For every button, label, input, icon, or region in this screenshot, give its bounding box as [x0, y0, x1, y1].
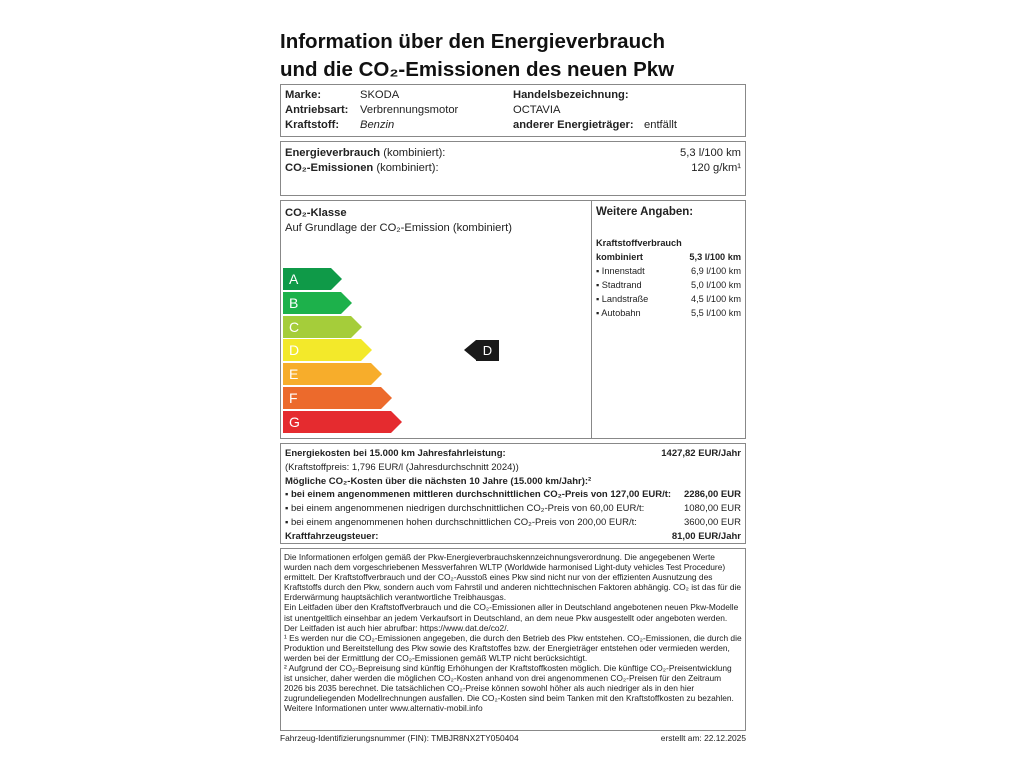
consumption-row-label: ▪ Innenstadt: [596, 265, 645, 276]
note-paragraph-1: Die Informationen erfolgen gemäß der Pkw…: [284, 552, 741, 603]
other-energy-label: anderer Energieträger:: [513, 119, 634, 131]
energy-cost-label: Energiekosten bei 15.000 km Jahresfahrle…: [285, 448, 506, 459]
tax-label: Kraftfahrzeugsteuer:: [285, 530, 379, 542]
costs-box: Energiekosten bei 15.000 km Jahresfahrle…: [280, 443, 746, 544]
consumption-box: Energieverbrauch (kombiniert): 5,3 l/100 …: [280, 141, 746, 196]
energy-value: 5,3 l/100 km: [680, 147, 741, 159]
fuel-value: Benzin: [360, 119, 395, 131]
vin: Fahrzeug-Identifizierungsnummer (FIN): T…: [280, 733, 519, 743]
consumption-row: ▪ Innenstadt 6,9 l/100 km: [596, 264, 741, 278]
note-paragraph-2: Ein Leitfaden über den Kraftstoffverbrau…: [284, 602, 739, 633]
fuel-price: (Kraftstoffpreis: 1,796 EUR/l (Jahresdur…: [285, 461, 519, 473]
co2-class-bar-e: E: [283, 363, 382, 386]
consumption-row-label: ▪ Stadtrand: [596, 279, 642, 290]
footnote-2: ² Aufgrund der CO₂-Bepreisung sind künft…: [284, 663, 734, 714]
energy-label: Energieverbrauch: [285, 147, 381, 159]
co2-class-bar-d: D: [283, 339, 372, 362]
further-info-box: Weitere Angaben: Kraftstoffverbrauch kom…: [591, 200, 746, 439]
current-class-indicator: D: [464, 340, 499, 361]
combined-label: kombiniert: [596, 251, 643, 262]
notes-box: Die Informationen erfolgen gemäß der Pkw…: [280, 548, 746, 731]
consumption-row: ▪ Autobahn 5,5 l/100 km: [596, 306, 741, 320]
trade-value: OCTAVIA: [513, 104, 561, 116]
consumption-row-value: 5,0 l/100 km: [690, 279, 741, 290]
co2-class-title: CO₂-Klasse: [285, 207, 347, 219]
co2-cost-high-value: 3600,00 EUR: [683, 516, 741, 528]
further-title: Weitere Angaben:: [596, 206, 694, 218]
energy-cost-value: 1427,82 EUR/Jahr: [661, 448, 741, 459]
consumption-row: ▪ Stadtrand 5,0 l/100 km: [596, 278, 741, 292]
co2-value: 120 g/km¹: [691, 161, 741, 174]
title-line-2: und die CO₂-Emissionen des neuen Pkw: [280, 58, 675, 81]
consumption-row-value: 6,9 l/100 km: [690, 265, 741, 276]
co2-class-bar-c: C: [283, 315, 362, 338]
other-energy-value: entfällt: [644, 119, 677, 131]
co2-class-bar-g: G: [283, 410, 402, 433]
co2-class-box: CO₂-Klasse Auf Grundlage der CO₂-Emissio…: [280, 200, 592, 439]
co2-cost-title: Mögliche CO₂-Kosten über die nächsten 10…: [285, 475, 592, 487]
footnote-1: ¹ Es werden nur die CO₂-Emissionen angeg…: [284, 632, 742, 663]
further-subtitle: Kraftstoffverbrauch: [596, 237, 682, 248]
co2-cost-low-value: 1080,00 EUR: [683, 503, 741, 515]
trade-label: Handelsbezeichnung:: [513, 89, 629, 101]
energy-suffix: (kombiniert):: [380, 147, 446, 159]
co2-cost-mid-label: ▪ bei einem angenommenen mittleren durch…: [285, 489, 672, 501]
page-title: Information über den Energieverbrauch und…: [280, 28, 750, 84]
co2-class-bar-a: A: [283, 268, 342, 290]
co2-label: CO₂-Emissionen: [285, 161, 374, 174]
consumption-row-value: 4,5 l/100 km: [690, 293, 741, 304]
combined-value: 5,3 l/100 km: [689, 251, 741, 262]
co2-class-bar-f: F: [283, 387, 392, 409]
title-line-1: Information über den Energieverbrauch: [280, 30, 666, 53]
consumption-row-label: ▪ Landstraße: [596, 293, 649, 304]
fuel-label: Kraftstoff:: [285, 119, 340, 131]
co2-class-subtitle: Auf Grundlage der CO₂-Emission (kombinie…: [285, 221, 512, 234]
consumption-row: ▪ Landstraße 4,5 l/100 km: [596, 292, 741, 306]
brand-label: Marke:: [285, 89, 322, 101]
co2-cost-mid-value: 2286,00 EUR: [683, 489, 741, 501]
drive-label: Antriebsart:: [285, 104, 349, 116]
drive-value: Verbrennungsmotor: [360, 104, 459, 116]
consumption-row-value: 5,5 l/100 km: [690, 307, 741, 318]
consumption-row-label: ▪ Autobahn: [596, 307, 641, 318]
co2-cost-high-label: ▪ bei einem angenommenen hohen durchschn…: [285, 516, 637, 528]
co2-class-bar-b: B: [283, 291, 352, 314]
co2-suffix: (kombiniert):: [373, 161, 439, 174]
created-date: erstellt am: 22.12.2025: [660, 733, 746, 743]
co2-cost-low-label: ▪ bei einem angenommenen niedrigen durch…: [285, 503, 645, 515]
brand-value: SKODA: [360, 89, 400, 101]
tax-value: 81,00 EUR/Jahr: [671, 530, 741, 542]
vehicle-box: Marke: SKODA Antriebsart: Verbrennungsmo…: [280, 84, 746, 137]
